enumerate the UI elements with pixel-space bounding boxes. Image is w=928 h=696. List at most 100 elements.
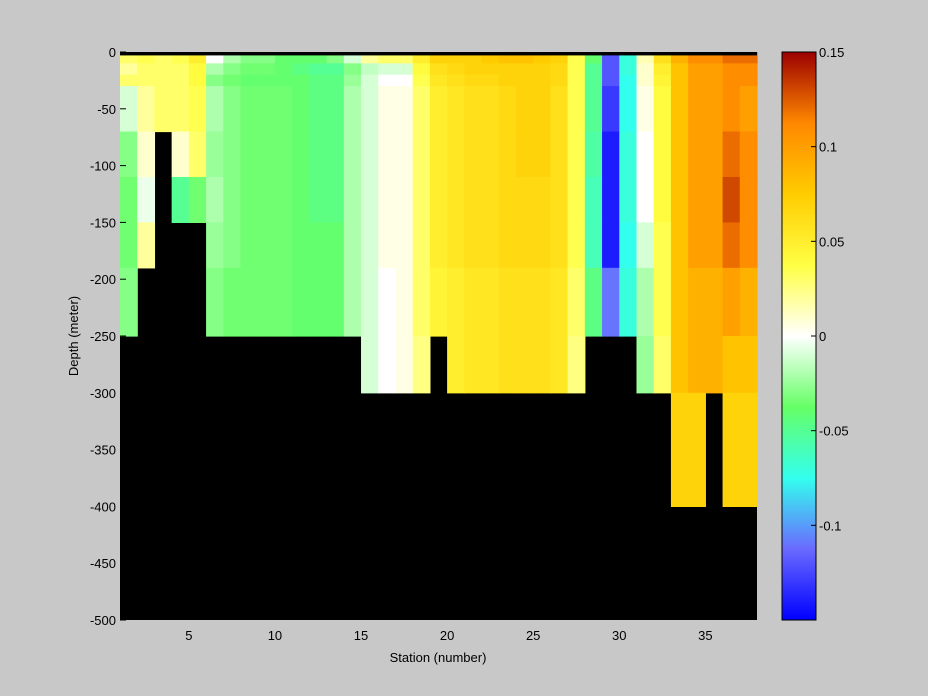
heatmap-cell — [240, 267, 259, 337]
heatmap-cell — [515, 222, 534, 269]
heatmap-cell — [223, 52, 242, 64]
heatmap-cell — [481, 336, 500, 394]
heatmap-cell — [619, 86, 638, 133]
y-axis-ticks: 0 -50 -100 -150 -200 -250 -300 -350 -400 -450 -500 — [90, 45, 126, 628]
heatmap-cell — [326, 86, 345, 133]
heatmap-cell — [395, 52, 414, 64]
heatmap-cell — [550, 176, 569, 223]
heatmap-cell — [515, 52, 534, 64]
heatmap-cell — [550, 63, 569, 76]
heatmap-cell — [447, 52, 465, 64]
heatmap-cell — [378, 267, 397, 337]
heatmap-cell — [670, 74, 689, 87]
heatmap-cell — [567, 86, 586, 133]
heatmap-cell — [309, 267, 328, 337]
heatmap-cell — [309, 52, 328, 64]
heatmap-cell — [584, 222, 603, 269]
heatmap-cell — [567, 267, 586, 337]
heatmap-cell — [498, 336, 517, 394]
heatmap-cell — [412, 336, 431, 394]
heatmap-cell — [137, 63, 156, 76]
heatmap-cell — [705, 52, 724, 64]
heatmap-cell — [619, 131, 638, 178]
heatmap-cell — [292, 74, 310, 87]
heatmap-cell — [602, 52, 620, 64]
heatmap-cell — [670, 63, 689, 76]
heatmap-cell — [653, 52, 672, 64]
heatmap-cell — [498, 86, 517, 133]
colorbar-tick-label: 0 — [819, 329, 826, 344]
heatmap-cell — [274, 176, 293, 223]
heatmap-cell — [636, 267, 655, 337]
heatmap-cell — [206, 176, 224, 223]
heatmap-cell — [412, 176, 431, 223]
heatmap-cell — [206, 86, 224, 133]
heatmap-cell — [429, 63, 448, 76]
heatmap-cell — [739, 267, 758, 337]
heatmap-cell — [343, 131, 362, 178]
heatmap-cell — [326, 267, 345, 337]
heatmap-cell — [292, 63, 310, 76]
heatmap-cell — [722, 131, 741, 178]
heatmap-cell — [602, 131, 620, 178]
heatmap-cell — [515, 63, 534, 76]
heatmap-cell — [481, 74, 500, 87]
heatmap-cell — [395, 86, 414, 133]
heatmap-cell — [619, 63, 638, 76]
heatmap-cell — [722, 63, 741, 76]
heatmap-cell — [567, 222, 586, 269]
heatmap-cell — [533, 86, 552, 133]
heatmap-cell — [257, 131, 276, 178]
heatmap-cell — [240, 86, 259, 133]
heatmap-cell — [309, 74, 328, 87]
heatmap-cell — [515, 74, 534, 87]
heatmap-cell — [188, 131, 207, 178]
heatmap-cell — [515, 336, 534, 394]
heatmap-cell — [447, 74, 465, 87]
heatmap-cell — [257, 222, 276, 269]
heatmap-cell — [223, 86, 242, 133]
heatmap-cell — [274, 222, 293, 269]
x-tick-label: 30 — [612, 628, 626, 643]
heatmap-cell — [429, 86, 448, 133]
heatmap-cell — [653, 131, 672, 178]
heatmap-cell — [154, 86, 173, 133]
heatmap-cell — [206, 222, 224, 269]
heatmap-cell — [619, 74, 638, 87]
heatmap-cell — [533, 74, 552, 87]
heatmap-cell — [395, 267, 414, 337]
heatmap-cell — [722, 392, 741, 507]
heatmap-cell — [739, 63, 758, 76]
heatmap-cell — [688, 86, 706, 133]
heatmap-cell — [447, 131, 465, 178]
heatmap-cell — [498, 267, 517, 337]
heatmap-cell — [515, 131, 534, 178]
heatmap-cell — [447, 336, 465, 394]
heatmap-cell — [567, 131, 586, 178]
y-tick-label: -350 — [90, 443, 116, 458]
heatmap-cell — [223, 131, 242, 178]
heatmap-cell — [361, 131, 379, 178]
heatmap-cell — [292, 176, 310, 223]
colorbar-tick-label: 0.05 — [819, 234, 844, 249]
heatmap-cell — [705, 131, 724, 178]
heatmap-cell — [395, 336, 414, 394]
heatmap-cell — [464, 131, 483, 178]
x-tick-label: 20 — [440, 628, 454, 643]
heatmap-cell — [619, 222, 638, 269]
heatmap-cell — [378, 336, 397, 394]
heatmap-cell — [257, 74, 276, 87]
heatmap-cell — [515, 267, 534, 337]
heatmap-cell — [240, 222, 259, 269]
heatmap-cell — [206, 267, 224, 337]
heatmap-cell — [257, 176, 276, 223]
heatmap-cell — [206, 52, 224, 64]
heatmap-cell — [464, 176, 483, 223]
colorbar-tick-label: -0.1 — [819, 518, 841, 533]
heatmap-cell — [670, 336, 689, 394]
heatmap-cell — [739, 86, 758, 133]
heatmap-cell — [498, 176, 517, 223]
heatmap-cell — [653, 63, 672, 76]
heatmap-cell — [137, 86, 156, 133]
